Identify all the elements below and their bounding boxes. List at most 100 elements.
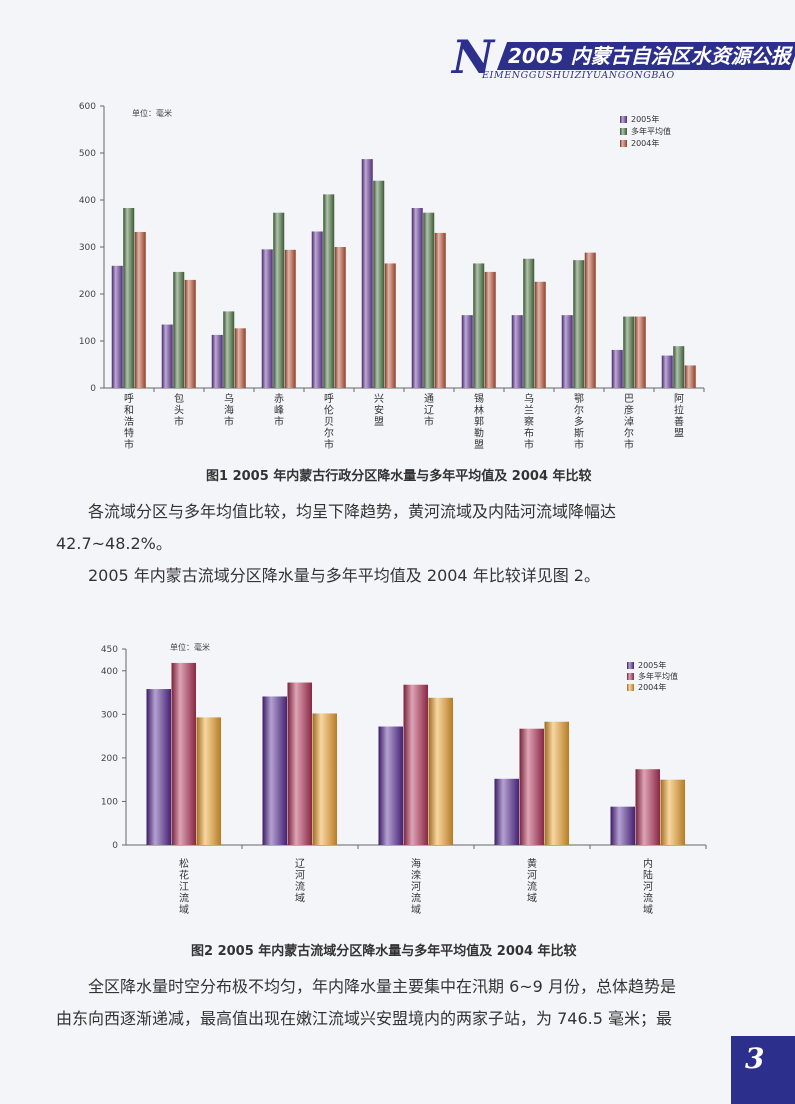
category-label: 辽河流域 [295, 858, 305, 905]
category-label: 锡林郭勒盟 [474, 392, 484, 451]
bar [544, 721, 569, 845]
figure2-caption: 图2 2005 年内蒙古流域分区降水量与多年平均值及 2004 年比较 [191, 944, 577, 959]
bar [184, 279, 196, 388]
legend-swatch [620, 128, 627, 135]
category-label: 包头市 [174, 392, 184, 428]
bar [610, 806, 635, 845]
legend-swatch [627, 673, 634, 680]
bar [312, 713, 337, 845]
y-tick-label: 200 [101, 754, 118, 764]
page-number: 3 [745, 1042, 765, 1075]
bar [146, 689, 171, 845]
bar [494, 778, 519, 845]
bar [673, 346, 685, 388]
bar [423, 212, 435, 388]
legend-label: 2004年 [638, 682, 666, 692]
y-tick-label: 100 [101, 797, 118, 807]
bar [273, 212, 285, 388]
category-label: 通辽市 [424, 393, 434, 428]
bar [361, 159, 373, 388]
report-header: N 2005 内蒙古自治区水资源公报 EIMENGGUSHUIZIYUANGON… [452, 30, 795, 86]
bar [519, 728, 544, 845]
bar [223, 311, 235, 388]
legend-label: 2005年 [631, 114, 659, 124]
bar [284, 249, 296, 388]
bar [461, 315, 473, 388]
bar [634, 316, 646, 388]
bar [323, 194, 335, 388]
header-title: 2005 内蒙古自治区水资源公报 [508, 44, 791, 68]
bar [584, 252, 596, 388]
bar [334, 247, 346, 388]
unit-note: 单位：毫米 [132, 108, 172, 118]
header-subtitle: EIMENGGUSHUIZIYUANGONGBAO [482, 70, 675, 81]
category-label: 赤峰市 [274, 393, 284, 428]
category-label: 呼和浩特市 [124, 393, 134, 451]
category-label: 阿拉善盟 [674, 393, 684, 440]
legend-label: 多年平均值 [631, 126, 671, 136]
bar [196, 717, 221, 845]
y-tick-label: 400 [79, 196, 96, 206]
legend-label: 2005年 [638, 660, 666, 670]
bar [611, 349, 623, 388]
bar [378, 726, 403, 845]
paragraph-2: 2005 年内蒙古流域分区降水量与多年平均值及 2004 年比较详见图 2。 [88, 566, 600, 585]
page-number-badge: 3 [731, 1036, 795, 1104]
bar [261, 249, 273, 388]
unit-note: 单位：毫米 [170, 642, 210, 652]
bar [534, 281, 546, 388]
bar [311, 231, 323, 388]
bar [161, 324, 173, 388]
y-tick-label: 300 [101, 710, 118, 720]
category-label: 巴彦淖尔市 [624, 393, 634, 451]
legend-label: 2004年 [631, 138, 659, 148]
y-tick-label: 600 [79, 102, 96, 112]
bar [434, 232, 446, 388]
y-tick-label: 0 [112, 841, 118, 851]
figure1-caption: 图1 2005 年内蒙古行政分区降水量与多年平均值及 2004 年比较 [206, 469, 592, 484]
paragraph-1-line2: 42.7~48.2%。 [56, 534, 172, 553]
bar [660, 779, 685, 845]
y-tick-label: 200 [79, 290, 96, 300]
bar [561, 315, 573, 388]
legend-swatch [620, 116, 627, 123]
bar [623, 316, 635, 388]
category-label: 鄂尔多斯市 [574, 393, 584, 451]
bar [262, 696, 287, 845]
bar [573, 260, 585, 388]
category-label: 松花江流域 [179, 857, 189, 916]
category-label: 内陆河流域 [643, 857, 653, 916]
legend-label: 多年平均值 [638, 671, 678, 681]
bar [111, 265, 123, 388]
y-tick-label: 100 [79, 337, 96, 347]
bar [473, 263, 485, 388]
bar [484, 271, 496, 388]
paragraph-3-line2: 由东向西逐渐递减，最高值出现在嫩江流域兴安盟境内的两家子站，为 746.5 毫米… [56, 1009, 672, 1028]
bar [684, 365, 696, 388]
bar [211, 334, 223, 388]
category-label: 海滦河流域 [411, 857, 421, 916]
y-tick-label: 0 [90, 384, 96, 394]
y-tick-label: 300 [79, 243, 96, 253]
bar [123, 207, 135, 388]
category-label: 乌海市 [224, 392, 234, 428]
category-label: 呼伦贝尔市 [324, 393, 334, 451]
bar [428, 697, 453, 845]
bar [661, 355, 673, 388]
bar [384, 263, 396, 388]
bar [511, 315, 523, 388]
paragraph-1-line1: 各流域分区与多年均值比较，均呈下降趋势，黄河流域及内陆河流域降幅达 [88, 502, 617, 521]
y-tick-label: 400 [101, 667, 118, 677]
category-label: 乌兰察布市 [524, 392, 534, 451]
legend-swatch [627, 662, 634, 669]
bar [403, 684, 428, 845]
y-tick-label: 500 [79, 149, 96, 159]
bar [411, 207, 423, 388]
header-logo-letter: N [452, 30, 495, 84]
category-label: 兴安盟 [374, 393, 384, 428]
bar [234, 328, 246, 388]
legend-swatch [620, 140, 627, 147]
legend-swatch [627, 684, 634, 691]
